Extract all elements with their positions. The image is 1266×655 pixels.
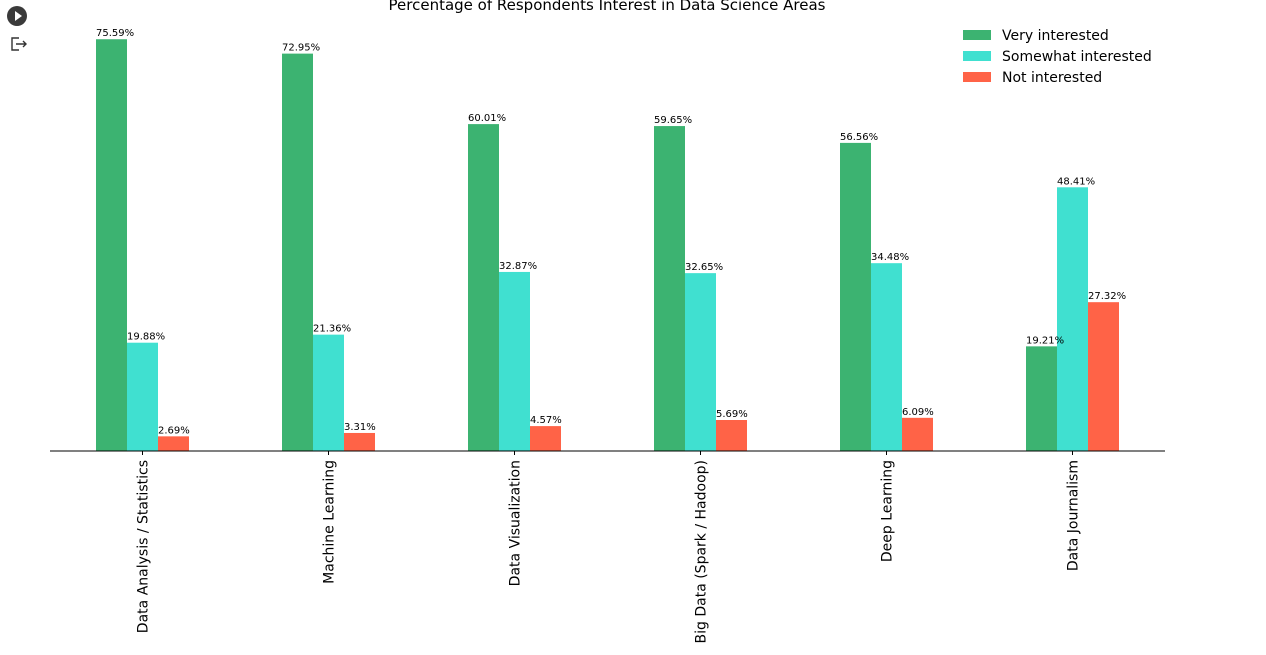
legend: Very interested Somewhat interested Not in… <box>963 28 1152 86</box>
play-triangle <box>14 11 22 21</box>
x-tick-labels-layer: Data Analysis / Statistics Machine Learni… <box>136 451 1082 643</box>
legend-swatch-2 <box>963 72 991 82</box>
data-label-3-1: 32.65% <box>685 262 723 273</box>
data-label-0-2: 2.69% <box>158 425 190 436</box>
bar-5-0 <box>1026 346 1057 451</box>
bar-0-0 <box>96 39 127 451</box>
x-tick-label-5: Data Journalism <box>1066 460 1082 571</box>
bar-5-2 <box>1088 302 1119 451</box>
data-label-3-0: 59.65% <box>654 115 692 126</box>
legend-swatch-0 <box>963 30 991 40</box>
bar-2-2 <box>530 426 561 451</box>
output-exit-icon[interactable] <box>10 36 28 52</box>
bar-2-0 <box>468 124 499 451</box>
bar-0-1 <box>127 342 158 451</box>
data-label-5-1: 48.41% <box>1057 176 1095 187</box>
x-tick-label-4: Deep Learning <box>880 460 896 562</box>
data-label-1-1: 21.36% <box>313 324 351 335</box>
data-label-5-0: 19.21% <box>1026 335 1064 346</box>
data-label-2-2: 4.57% <box>530 415 562 426</box>
cell-toolbar <box>0 0 36 651</box>
data-label-5-2: 27.32% <box>1088 291 1126 302</box>
bar-4-1 <box>871 263 902 451</box>
bar-3-2 <box>716 420 747 451</box>
bar-5-1 <box>1057 187 1088 451</box>
x-tick-label-1: Machine Learning <box>322 460 338 584</box>
data-label-2-1: 32.87% <box>499 261 537 272</box>
data-label-0-1: 19.88% <box>127 332 165 343</box>
play-circle-icon[interactable] <box>7 6 27 26</box>
bar-3-1 <box>685 273 716 451</box>
x-tick-label-2: Data Visualization <box>508 460 524 586</box>
bar-4-0 <box>840 142 871 451</box>
bars-layer <box>96 39 1119 452</box>
data-label-4-1: 34.48% <box>871 252 909 263</box>
data-label-1-0: 72.95% <box>282 43 320 54</box>
legend-swatch-1 <box>963 51 991 61</box>
data-label-1-2: 3.31% <box>344 422 376 433</box>
bar-0-2 <box>158 436 189 451</box>
data-label-2-0: 60.01% <box>468 113 506 124</box>
data-labels-layer: 75.59% 19.88% 2.69% 72.95% 21.36% 3.31% 60.01%… <box>96 28 1126 436</box>
bar-1-1 <box>313 334 344 451</box>
bar-2-1 <box>499 271 530 451</box>
chart-title: Percentage of Respondents Interest in Da… <box>389 0 826 14</box>
x-tick-label-0: Data Analysis / Statistics <box>136 460 152 633</box>
bar-1-2 <box>344 432 375 451</box>
x-tick-label-3: Big Data (Spark / Hadoop) <box>694 460 710 643</box>
bar-4-2 <box>902 417 933 451</box>
legend-label-0: Very interested <box>1002 28 1109 44</box>
data-label-4-2: 6.09% <box>902 407 934 418</box>
bar-1-0 <box>282 53 313 452</box>
data-label-3-2: 5.69% <box>716 409 748 420</box>
legend-label-1: Somewhat interested <box>1002 49 1152 65</box>
data-label-0-0: 75.59% <box>96 28 134 39</box>
legend-label-2: Not interested <box>1002 70 1102 86</box>
data-label-4-0: 56.56% <box>840 132 878 143</box>
bar-3-0 <box>654 126 685 451</box>
